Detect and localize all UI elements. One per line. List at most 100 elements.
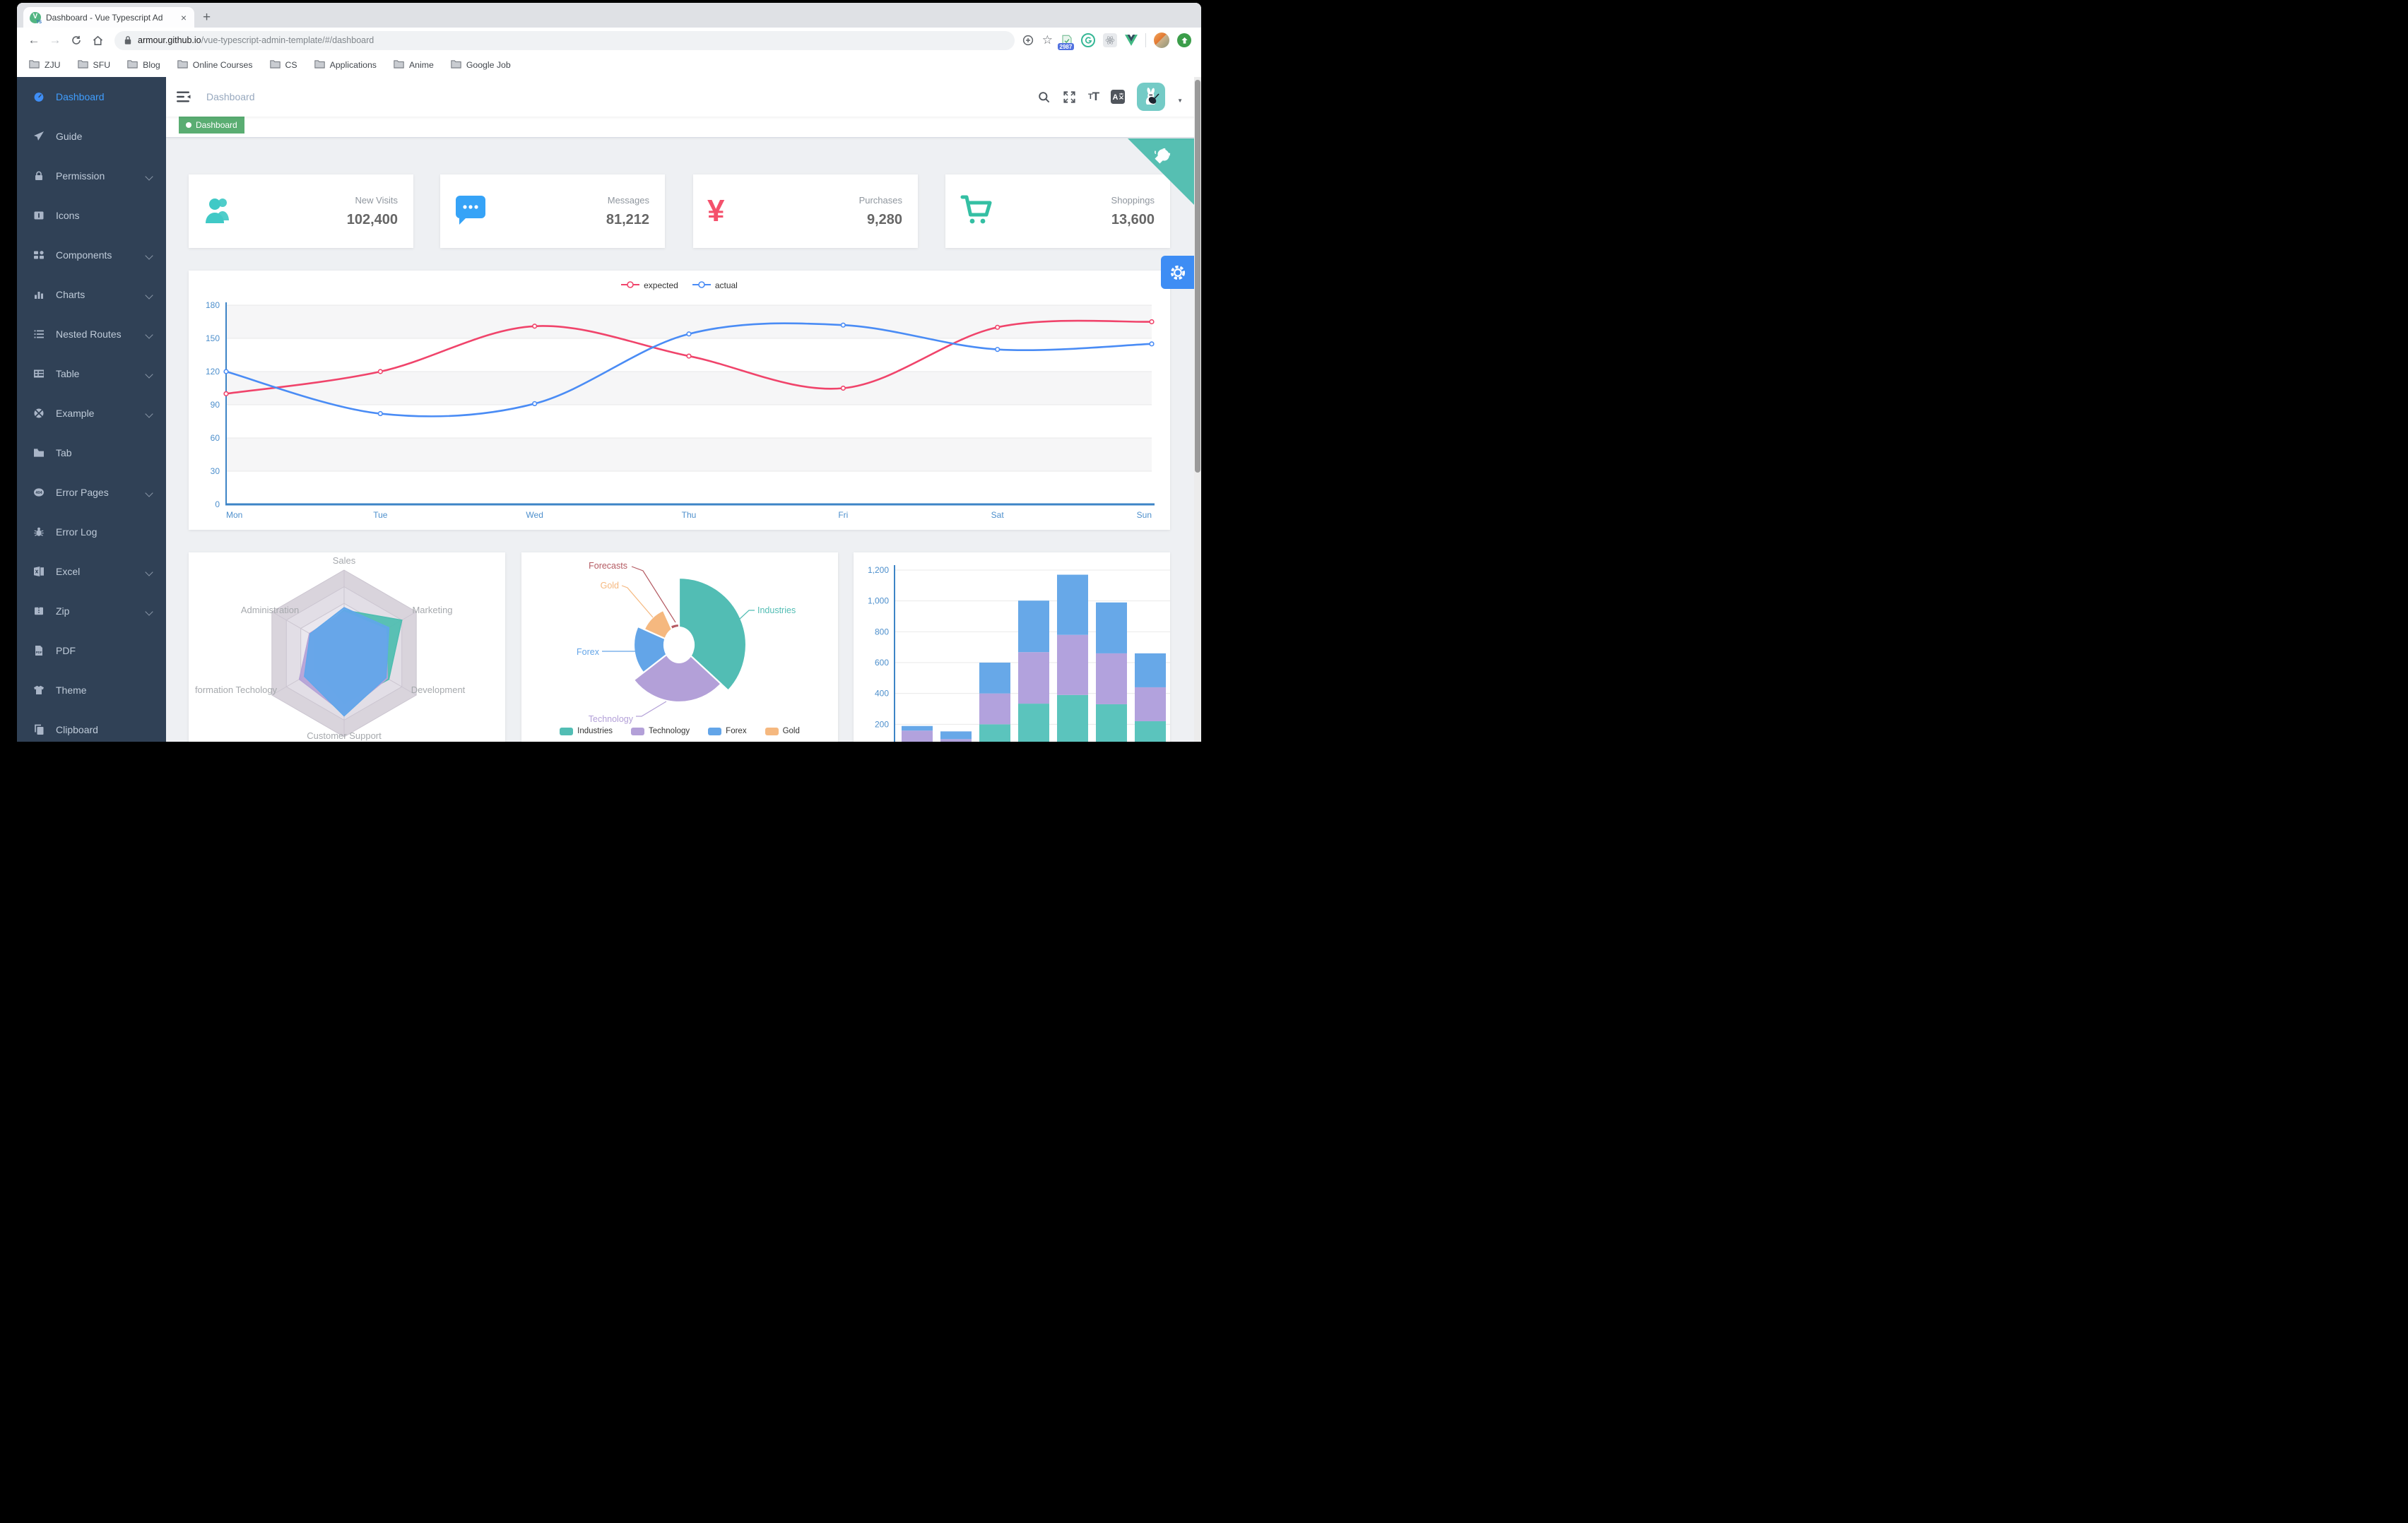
sidebar-item-icons[interactable]: Icons <box>17 196 166 235</box>
pie-legend-item-technology[interactable]: Technology <box>630 727 690 735</box>
reload-icon[interactable] <box>66 30 86 50</box>
sidebar-item-label: Error Pages <box>56 487 109 498</box>
sidebar-item-label: Icons <box>56 210 80 221</box>
sidebar-item-error-log[interactable]: Error Log <box>17 512 166 552</box>
zoom-plus-icon[interactable] <box>1022 34 1034 47</box>
sidebar-item-charts[interactable]: Charts <box>17 275 166 314</box>
sidebar-item-nested-routes[interactable]: Nested Routes <box>17 314 166 354</box>
new-tab-button[interactable]: + <box>203 10 211 25</box>
search-icon[interactable] <box>1037 90 1051 104</box>
pie-legend-item-industries[interactable]: Industries <box>560 727 613 735</box>
profile-avatar[interactable] <box>1154 32 1169 48</box>
sidebar-item-clipboard[interactable]: Clipboard <box>17 710 166 742</box>
bookmark-item[interactable]: Applications <box>314 59 377 71</box>
sidebar-item-label: Zip <box>56 605 70 617</box>
close-tab-icon[interactable]: × <box>180 11 187 23</box>
hamburger-icon[interactable] <box>177 90 191 103</box>
tag-dashboard[interactable]: Dashboard <box>179 117 244 134</box>
settings-gear-button[interactable] <box>1161 256 1194 289</box>
bookmark-item[interactable]: CS <box>269 59 297 71</box>
sidebar-item-table[interactable]: Table <box>17 354 166 393</box>
legend-marker-icon <box>621 280 640 290</box>
sidebar-item-label: Dashboard <box>56 91 105 102</box>
bookmark-item[interactable]: Online Courses <box>177 59 253 71</box>
home-icon[interactable] <box>88 30 107 50</box>
sidebar-item-permission[interactable]: Permission <box>17 156 166 196</box>
lock-icon <box>124 36 131 45</box>
tab-title: Dashboard - Vue Typescript Ad <box>46 12 163 23</box>
back-icon[interactable]: ← <box>28 33 40 47</box>
browser-tab[interactable]: V TS Dashboard - Vue Typescript Ad × <box>23 7 194 28</box>
legend-label: actual <box>714 280 738 290</box>
pie-legend-item-forex[interactable]: Forex <box>708 727 747 735</box>
scrollbar-thumb[interactable] <box>1195 80 1200 473</box>
bookmark-item[interactable]: ZJU <box>29 59 61 71</box>
address-bar[interactable]: armour.github.io/vue-typescript-admin-te… <box>114 30 1015 50</box>
stat-value: 9,280 <box>866 211 902 227</box>
bookmark-label: Anime <box>408 60 434 70</box>
chevron-down-icon[interactable]: ▼ <box>1177 97 1183 104</box>
bookmark-item[interactable]: Blog <box>127 59 160 71</box>
bookmark-star-icon[interactable]: ☆ <box>1041 33 1053 47</box>
line-chart-card: expected actual 0 30 60 90 120 150 180 Mon Tue Wed… <box>189 271 1170 530</box>
svg-text:Forecasts: Forecasts <box>589 561 627 571</box>
sidebar-item-label: Permission <box>56 170 105 182</box>
pie-legend-item-gold[interactable]: Gold <box>765 727 800 735</box>
sidebar-item-label: Theme <box>56 685 87 696</box>
sidebar-item-tab[interactable]: Tab <box>17 433 166 473</box>
user-avatar[interactable] <box>1137 83 1166 111</box>
extension-vue-icon[interactable] <box>1125 35 1138 46</box>
sidebar-item-theme[interactable]: Theme <box>17 670 166 710</box>
chevron-down-icon <box>145 331 153 339</box>
github-corner-ribbon[interactable] <box>1128 138 1194 205</box>
bookmark-item[interactable]: Anime <box>394 59 434 71</box>
svg-text:PDF: PDF <box>36 651 42 654</box>
fullscreen-icon[interactable] <box>1063 90 1076 104</box>
svg-text:404: 404 <box>35 491 42 495</box>
extension-react-icon[interactable] <box>1103 33 1117 47</box>
stat-card-messages: Messages 81,212 <box>440 174 665 248</box>
sidebar-item-label: Table <box>56 368 80 379</box>
dashboard-icon <box>33 91 45 102</box>
bookmark-label: Google Job <box>466 60 511 70</box>
cart-icon <box>960 194 993 230</box>
svg-text:30: 30 <box>211 466 220 476</box>
bookmark-item[interactable]: Google Job <box>451 59 511 71</box>
translate-icon[interactable]: A <box>1111 90 1126 104</box>
extension-notes-icon[interactable]: 2987 <box>1058 34 1074 50</box>
legend-swatch-icon <box>765 727 779 735</box>
svg-text:120: 120 <box>206 367 220 377</box>
sidebar-item-zip[interactable]: Zip <box>17 591 166 631</box>
sidebar-item-guide[interactable]: Guide <box>17 117 166 156</box>
chevron-down-icon <box>145 370 153 379</box>
extension-updater-icon[interactable] <box>1177 33 1191 47</box>
components-icon <box>33 249 45 261</box>
extension-grammar-icon[interactable] <box>1081 33 1095 47</box>
sidebar-item-example[interactable]: Example <box>17 393 166 433</box>
sidebar-item-label: Charts <box>56 289 85 300</box>
sidebar-item-error-pages[interactable]: 404 Error Pages <box>17 473 166 512</box>
sidebar-item-components[interactable]: Components <box>17 235 166 275</box>
svg-text:150: 150 <box>206 333 220 343</box>
gear-icon <box>1170 265 1185 280</box>
legend-label: Gold <box>782 727 800 735</box>
forward-icon[interactable]: → <box>49 33 61 47</box>
chevron-down-icon <box>145 489 153 497</box>
stat-value: 13,600 <box>1111 211 1155 227</box>
bar-stack <box>1057 574 1088 742</box>
sidebar-item-excel[interactable]: Excel <box>17 552 166 591</box>
svg-text:Forex: Forex <box>577 647 600 657</box>
legend-item-actual[interactable]: actual <box>692 280 738 290</box>
extension-badge: 2987 <box>1058 43 1074 50</box>
bookmark-item[interactable]: SFU <box>77 59 110 71</box>
stat-value: 81,212 <box>606 211 649 227</box>
people-icon <box>203 194 238 230</box>
folder-icon <box>177 59 188 71</box>
legend-item-expected[interactable]: expected <box>621 280 678 290</box>
svg-text:Fri: Fri <box>838 510 848 520</box>
stat-label: Messages <box>607 194 649 206</box>
sidebar-item-dashboard[interactable]: Dashboard <box>17 77 166 117</box>
sidebar-item-pdf[interactable]: PDF PDF <box>17 631 166 670</box>
